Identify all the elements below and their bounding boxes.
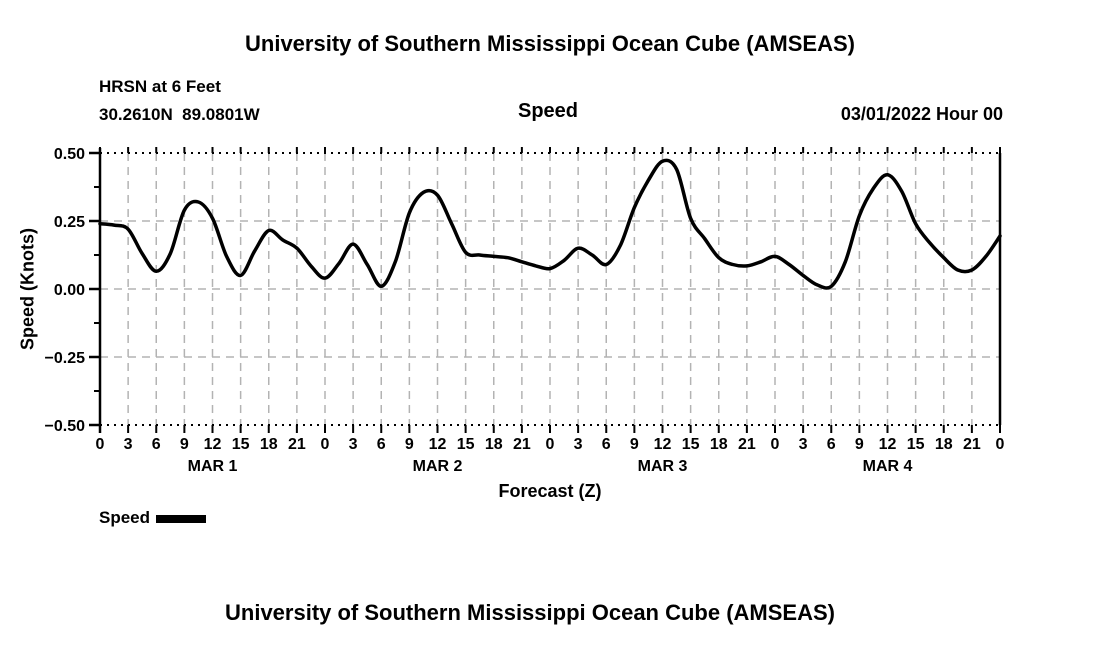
x-tick-label: 3: [124, 436, 133, 453]
y-axis-title: Speed (Knots): [17, 227, 38, 351]
station-label: HRSN at 6 Feet: [99, 77, 221, 96]
x-tick-label: 3: [799, 436, 808, 453]
x-tick-label: 18: [935, 436, 953, 453]
x-tick-label: 3: [349, 436, 358, 453]
x-tick-label: 15: [457, 436, 475, 453]
day-label: MAR 4: [863, 458, 913, 475]
y-tick-label: 0.00: [54, 282, 85, 299]
x-tick-label: 0: [96, 436, 105, 453]
chart-title: University of Southern Mississippi Ocean…: [245, 31, 855, 56]
x-tick-label: 12: [654, 436, 672, 453]
x-tick-label: 0: [996, 436, 1005, 453]
y-tick-label: −0.50: [45, 418, 86, 435]
panel-title: Speed: [517, 100, 579, 122]
x-tick-label: 6: [152, 436, 161, 453]
x-tick-label: 9: [630, 436, 639, 453]
x-tick-label: 18: [710, 436, 728, 453]
y-tick-label: 0.25: [54, 214, 85, 231]
x-tick-label: 21: [738, 436, 756, 453]
x-axis-title: Forecast (Z): [498, 481, 602, 501]
x-tick-label: 9: [180, 436, 189, 453]
x-tick-label: 9: [855, 436, 864, 453]
x-tick-label: 21: [513, 436, 531, 453]
x-tick-label: 0: [321, 436, 330, 453]
legend: Speed: [99, 508, 207, 528]
day-label: MAR 1: [188, 458, 238, 475]
x-tick-label: 9: [405, 436, 414, 453]
x-tick-label: 0: [546, 436, 555, 453]
x-tick-label: 18: [485, 436, 503, 453]
legend-line-swatch: [156, 515, 207, 523]
x-tick-label: 6: [377, 436, 386, 453]
x-tick-label: 12: [204, 436, 222, 453]
x-tick-label: 12: [879, 436, 897, 453]
x-tick-label: 0: [771, 436, 780, 453]
day-label: MAR 2: [413, 458, 463, 475]
x-tick-label: 6: [827, 436, 836, 453]
legend-label: Speed: [99, 508, 151, 527]
x-tick-label: 15: [232, 436, 250, 453]
x-tick-label: 12: [429, 436, 447, 453]
x-tick-label: 6: [602, 436, 611, 453]
next-chart-title: University of Southern Mississippi Ocean…: [225, 600, 835, 625]
day-label: MAR 3: [638, 458, 688, 475]
x-tick-label: 3: [574, 436, 583, 453]
x-tick-label: 15: [907, 436, 925, 453]
x-tick-label: 15: [682, 436, 700, 453]
y-tick-label: 0.50: [54, 146, 85, 163]
coordinates-label: 30.2610N 89.0801W: [99, 105, 260, 124]
speed-series-line: [98, 158, 1002, 290]
run-date-label: 03/01/2022 Hour 00: [840, 104, 1003, 124]
y-tick-label: −0.25: [45, 350, 86, 367]
x-tick-label: 21: [963, 436, 981, 453]
x-tick-label: 18: [260, 436, 278, 453]
x-tick-label: 21: [288, 436, 306, 453]
